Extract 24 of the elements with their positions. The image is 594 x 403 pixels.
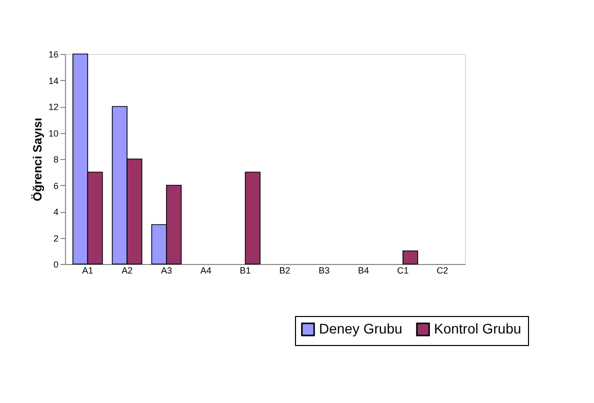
x-tick-label: B2 bbox=[279, 266, 290, 276]
legend-label: Deney Grubu bbox=[319, 320, 402, 336]
y-tick-label: 10 bbox=[48, 128, 58, 138]
bar bbox=[244, 172, 260, 264]
x-tick-label: C2 bbox=[436, 266, 448, 276]
x-tick-label: A3 bbox=[160, 266, 172, 276]
bar bbox=[402, 250, 418, 264]
y-tick-label: 12 bbox=[48, 102, 58, 112]
y-tick-label: 16 bbox=[48, 50, 58, 60]
x-tick-label: A1 bbox=[82, 266, 94, 276]
y-axis-title: Öğrenci Sayısı bbox=[30, 118, 44, 202]
x-tick-label: B4 bbox=[358, 266, 370, 276]
y-tick-label: 0 bbox=[53, 260, 58, 270]
x-tick-label: A2 bbox=[122, 266, 133, 276]
x-tick-label: B1 bbox=[240, 266, 251, 276]
y-tick-label: 6 bbox=[53, 180, 58, 191]
legend-label: Kontrol Grubu bbox=[434, 320, 522, 336]
x-tick-label: A4 bbox=[200, 266, 212, 276]
x-tick-label: B3 bbox=[318, 266, 330, 276]
x-tick-label: C1 bbox=[397, 266, 409, 276]
y-tick-label: 2 bbox=[53, 233, 58, 244]
y-tick-label: 14 bbox=[48, 76, 58, 86]
y-tick-label: 4 bbox=[53, 207, 58, 217]
y-tick-label: 8 bbox=[53, 154, 58, 164]
